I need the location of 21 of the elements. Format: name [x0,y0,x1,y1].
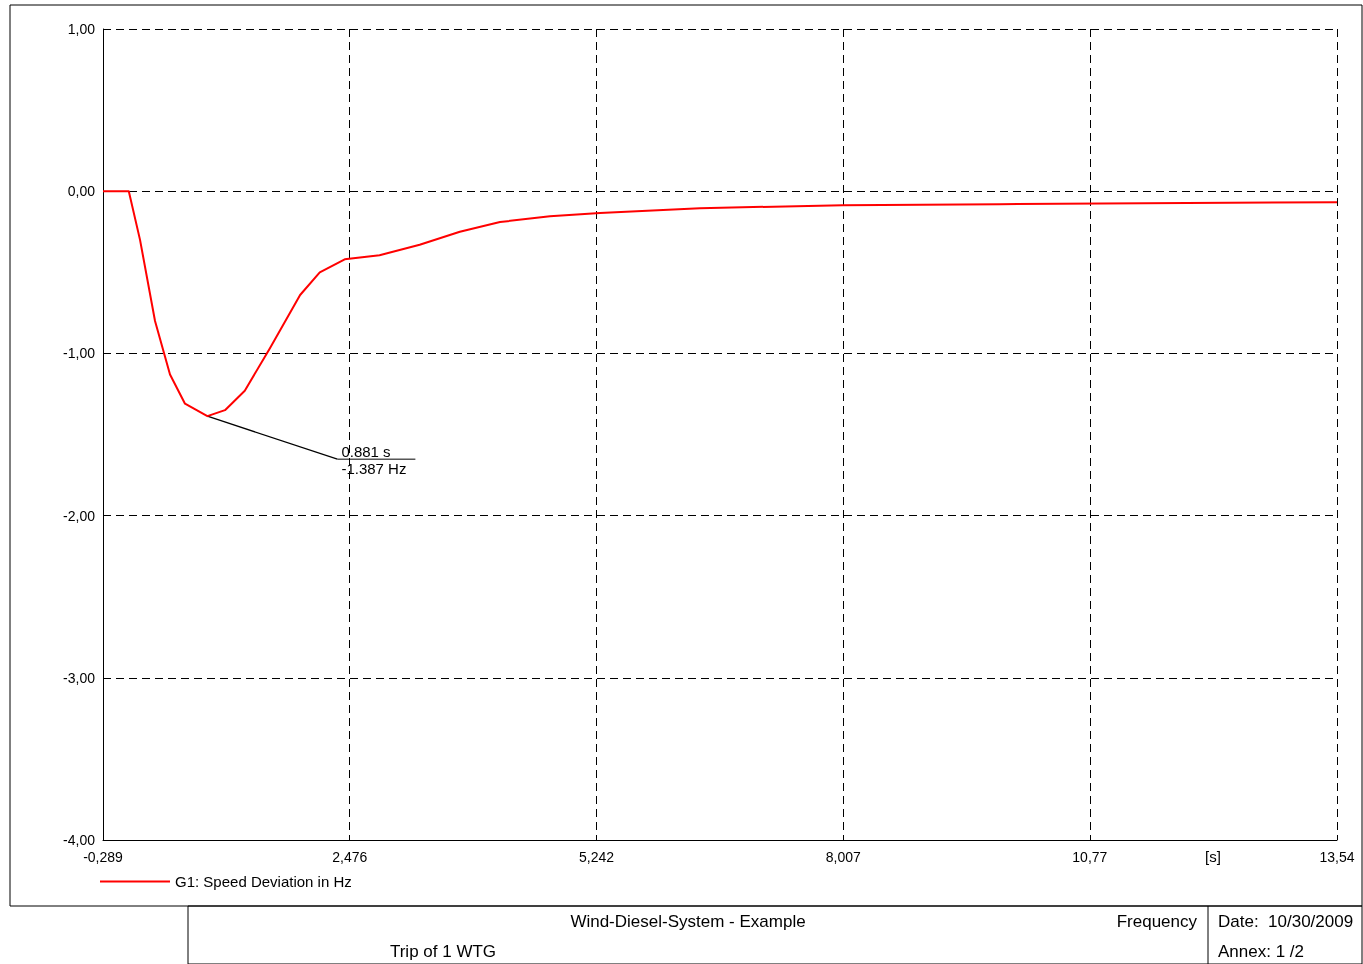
x-tick-label: 8,007 [825,849,861,865]
x-tick-label: -0,289 [83,849,124,865]
x-tick-label: 13,54 [1319,849,1355,865]
y-tick-label: -2,00 [63,507,96,524]
text: Annex: 1 /2 [1218,941,1305,961]
y-tick-label: -3,00 [63,669,96,686]
text: Trip of 1 WTG [389,941,497,961]
x-tick-label: 2,476 [332,849,368,865]
text: Wind-Diesel-System - Example [570,911,806,931]
x-axis-title: [s] [1205,847,1221,865]
y-tick-label: 1,00 [67,21,96,37]
legend-label: G1: Speed Deviation in Hz [175,873,352,890]
y-tick-label: -1,00 [63,345,96,362]
y-tick-label: 0,00 [67,183,96,200]
x-tick-label: 10,77 [1072,849,1108,865]
y-tick-label: -4,00 [63,832,96,848]
text: Frequency [1116,911,1198,931]
line-series [102,190,1338,418]
x-tick-label: 5,242 [579,849,615,865]
text: Date: 10/30/2009 [1218,911,1354,931]
annotation: 0.881 s -1.387 Hz [341,442,407,477]
